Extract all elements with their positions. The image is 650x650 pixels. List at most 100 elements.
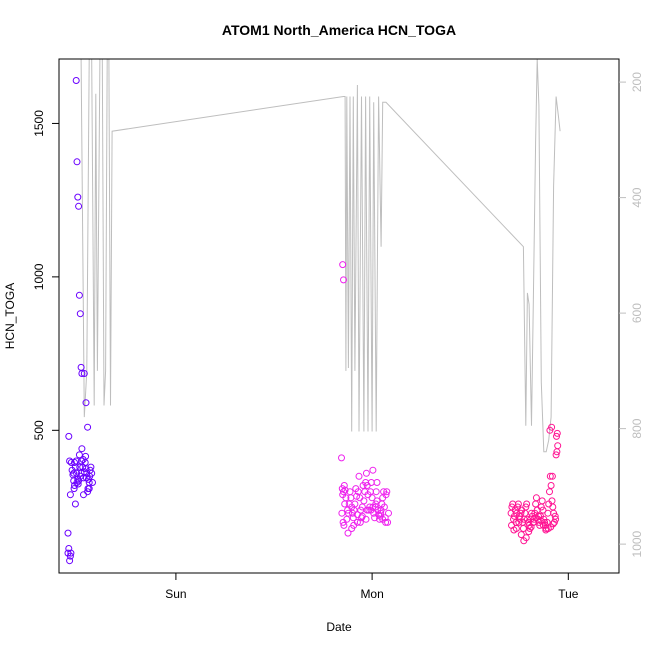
data-point — [367, 506, 375, 514]
data-point — [344, 529, 352, 537]
data-point — [64, 529, 72, 537]
data-point — [544, 509, 552, 517]
data-point — [523, 515, 531, 523]
data-point — [71, 459, 78, 466]
data-point — [382, 518, 390, 526]
data-point — [82, 399, 90, 407]
data-point — [65, 432, 73, 440]
y-axis-label: HCN_TOGA — [3, 283, 17, 349]
data-point — [82, 452, 90, 460]
data-point — [78, 370, 86, 377]
data-point — [67, 549, 75, 557]
data-point — [72, 77, 80, 84]
data-point — [528, 509, 535, 517]
data-point — [344, 509, 352, 517]
data-point — [353, 492, 361, 500]
data-point — [350, 521, 358, 529]
data-point — [75, 202, 83, 210]
data-point — [84, 423, 92, 431]
data-point — [549, 503, 557, 511]
line-series-0 — [77, 59, 561, 453]
y-right-tick-label: 400 — [630, 187, 644, 207]
data-point — [66, 491, 74, 499]
data-point — [88, 469, 96, 477]
data-point — [538, 497, 546, 505]
data-point — [67, 459, 75, 466]
data-point — [551, 512, 559, 520]
data-point — [74, 193, 82, 201]
data-point — [553, 432, 560, 440]
data-point — [340, 276, 347, 284]
data-point — [75, 291, 83, 299]
data-point — [75, 451, 83, 459]
x-axis-label: Date — [326, 620, 352, 634]
y-right-tick-label: 600 — [630, 303, 644, 323]
data-point — [362, 515, 370, 523]
chart-title: ATOM1 North_America HCN_TOGA — [222, 22, 456, 38]
data-point — [356, 518, 364, 526]
data-point — [380, 503, 388, 511]
x-axis: Sun Mon Tue — [165, 572, 579, 601]
y-tick-label: 1500 — [32, 110, 46, 137]
data-point — [522, 534, 530, 542]
data-point — [89, 479, 96, 486]
y-right-tick-label: 800 — [630, 418, 644, 438]
data-point — [338, 454, 345, 462]
y-axis-left: 500 1000 1500 — [32, 110, 59, 440]
data-point — [546, 472, 554, 480]
y-axis-right: 200 400 600 800 1000 — [619, 72, 644, 557]
x-tick-label: Tue — [558, 587, 579, 601]
data-point — [372, 500, 380, 508]
data-point — [532, 494, 540, 502]
data-point — [66, 557, 74, 565]
data-point — [75, 477, 83, 485]
data-point — [70, 469, 78, 477]
data-point — [517, 531, 525, 539]
data-point — [80, 491, 87, 499]
data-point — [532, 500, 540, 508]
data-point — [66, 457, 74, 465]
data-point — [341, 500, 349, 508]
data-point — [514, 500, 522, 508]
y-right-tick-label: 1000 — [630, 530, 644, 557]
data-point — [373, 479, 381, 486]
data-point — [71, 500, 79, 508]
data-point — [512, 525, 520, 532]
data-point — [546, 488, 553, 496]
data-point — [340, 521, 348, 529]
data-point — [553, 429, 561, 437]
data-point — [547, 482, 555, 489]
data-point — [539, 506, 547, 514]
y-right-tick-label: 200 — [630, 72, 644, 92]
data-point — [382, 491, 390, 499]
data-point — [548, 472, 556, 480]
data-point — [367, 479, 375, 486]
data-point — [80, 370, 88, 377]
data-point — [77, 363, 85, 371]
data-point — [384, 518, 392, 526]
data-point — [383, 488, 391, 496]
data-point — [73, 479, 81, 486]
data-point — [339, 261, 347, 269]
data-point — [82, 465, 90, 473]
data-point — [360, 497, 368, 505]
x-tick-label: Mon — [360, 587, 383, 601]
data-point — [515, 518, 523, 526]
data-point — [552, 515, 560, 523]
data-point — [351, 500, 359, 508]
data-point — [74, 480, 82, 488]
data-point — [338, 485, 346, 493]
data-point — [73, 158, 81, 166]
data-point — [368, 494, 376, 502]
data-point — [339, 518, 347, 526]
data-point — [70, 485, 78, 493]
data-point — [517, 509, 525, 517]
data-point — [554, 442, 562, 450]
y-tick-label: 1000 — [32, 263, 46, 290]
data-point — [548, 423, 556, 431]
data-point — [78, 445, 86, 453]
data-point — [372, 488, 380, 496]
data-point — [369, 466, 377, 474]
data-point — [385, 509, 392, 517]
data-point — [377, 509, 385, 517]
